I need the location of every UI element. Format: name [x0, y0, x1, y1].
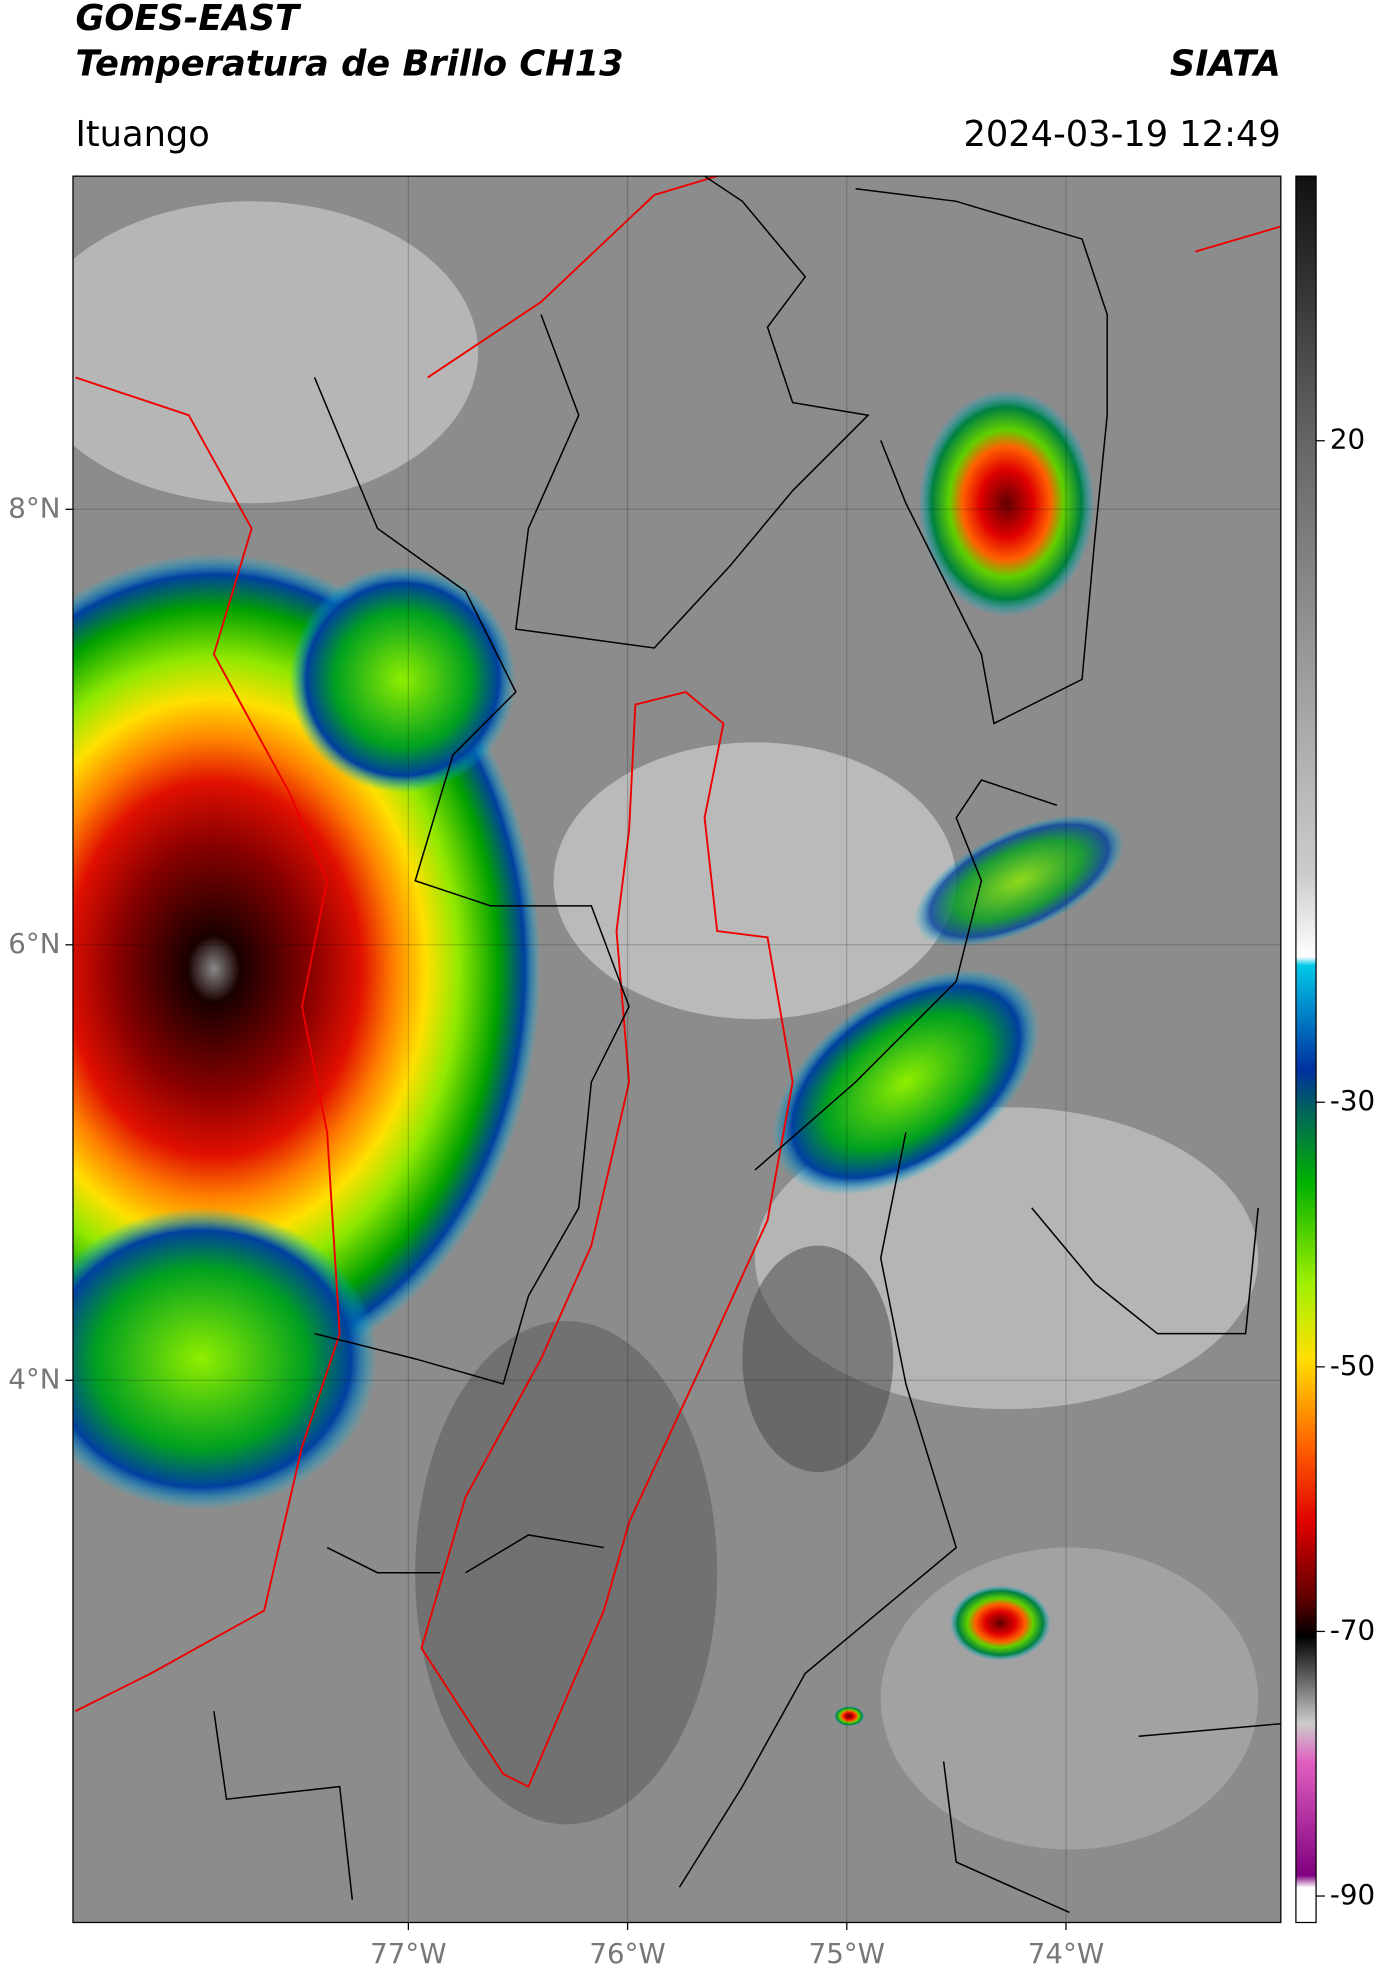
cloud: [553, 742, 957, 1020]
storm-cell: [918, 390, 1095, 617]
storm: [72, 1207, 378, 1510]
y-tick-label: 4°N: [8, 1362, 60, 1395]
storm-cell: [949, 1585, 1051, 1661]
department-border: [420, 690, 794, 1788]
x-tick-label: 75°W: [809, 1937, 885, 1970]
y-tick-label: 8°N: [8, 491, 60, 524]
map-frame: [72, 175, 1282, 1924]
department-border: [515, 176, 1108, 725]
colorbar-tick-label: -50: [1330, 1349, 1375, 1382]
y-tick-label: 6°N: [8, 927, 60, 960]
colorbar-tick-label: -70: [1330, 1613, 1375, 1646]
subtitle: Temperatura de Brillo CH13: [75, 43, 623, 84]
department-border: [313, 377, 630, 1385]
x-tick-label: 77°W: [370, 1937, 446, 1970]
source: SIATA: [1170, 43, 1281, 84]
location: Ituango: [75, 114, 209, 155]
cloud: [415, 1321, 718, 1825]
storm-cell: [834, 1706, 865, 1727]
x-tick-label: 74°W: [1028, 1937, 1104, 1970]
satellite-image: [72, 176, 1281, 1923]
storm-band: [772, 969, 1040, 1195]
coastline: [75, 376, 341, 1712]
storm: [289, 566, 516, 793]
datetime: 2024-03-19 12:49: [963, 114, 1280, 155]
cloud: [742, 1245, 894, 1473]
colorbar-tick-label: -30: [1330, 1084, 1375, 1117]
cloud: [72, 201, 479, 504]
colorbar: [1295, 175, 1317, 1924]
department-border: [678, 779, 1281, 1914]
department-border: [213, 1534, 605, 1900]
border: [427, 176, 1281, 379]
title: GOES-EAST: [75, 0, 302, 39]
cloud: [880, 1547, 1259, 1850]
storm-band: [914, 814, 1124, 947]
x-tick-label: 76°W: [589, 1937, 665, 1970]
colorbar-tick-label: 20: [1330, 423, 1365, 456]
colorbar-tick-label: -90: [1330, 1878, 1375, 1911]
